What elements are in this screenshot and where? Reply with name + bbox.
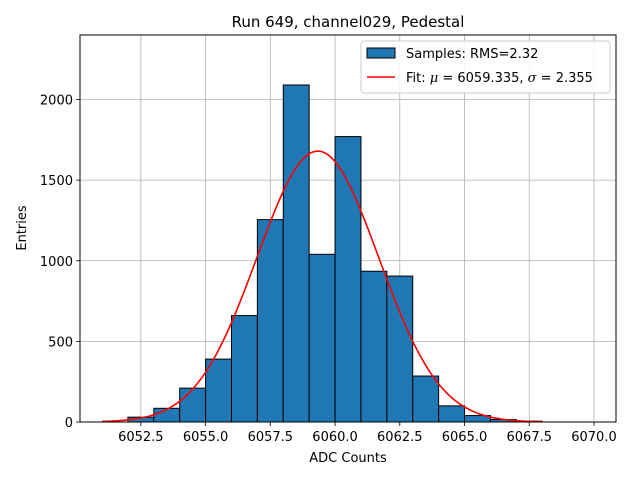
- histogram-bar: [334, 136, 362, 423]
- histogram-bar: [360, 270, 388, 423]
- y-tick-label: 0: [65, 416, 73, 431]
- y-tick-label: 1000: [40, 255, 73, 270]
- histogram-bar: [308, 253, 336, 423]
- x-tick-label: 6062.5: [377, 430, 423, 445]
- legend-box: [360, 40, 611, 94]
- histogram-bar: [282, 84, 310, 423]
- histogram-bar: [412, 375, 440, 423]
- y-tick-label: 2000: [40, 94, 73, 109]
- legend-mu-value: = 6059.335,: [438, 71, 527, 86]
- fit-curve: [101, 150, 543, 423]
- histogram-bar: [205, 358, 232, 423]
- legend-samples-label: Samples: RMS=2.32: [406, 47, 538, 62]
- legend-mu-symbol: μ: [430, 71, 438, 86]
- x-tick-label: 6060.0: [312, 430, 358, 445]
- y-axis-ticks: 0 500 1000 1500 2000: [40, 94, 80, 431]
- legend-fit-prefix: Fit:: [406, 71, 430, 86]
- legend: Samples: RMS=2.32 Fit: μ = 6059.335, σ =…: [360, 40, 611, 94]
- legend-fit-label: Fit: μ = 6059.335, σ = 2.355: [406, 71, 593, 86]
- histogram-bar: [179, 387, 207, 423]
- x-tick-label: 6070.0: [571, 430, 617, 445]
- x-tick-label: 6057.5: [248, 430, 294, 445]
- histogram-bar: [230, 315, 258, 423]
- legend-samples-swatch: [366, 47, 396, 59]
- y-axis-label: Entries: [15, 205, 30, 251]
- legend-sigma-value: = 2.355: [537, 71, 593, 86]
- x-axis-label: ADC Counts: [309, 451, 387, 466]
- histogram-bar: [438, 405, 466, 423]
- chart-title: Run 649, channel029, Pedestal: [232, 13, 465, 31]
- y-tick-label: 500: [48, 335, 73, 350]
- x-axis-ticks: 6052.5 6055.0 6057.5 6060.0 6062.5 6065.0 6067…: [118, 422, 617, 445]
- y-tick-label: 1500: [40, 174, 73, 189]
- x-tick-label: 6055.0: [183, 430, 229, 445]
- plot-frame: [79, 34, 617, 423]
- histogram-bar: [256, 219, 284, 423]
- x-tick-label: 6065.0: [442, 430, 488, 445]
- x-tick-label: 6067.5: [507, 430, 553, 445]
- histogram-bar: [153, 407, 181, 423]
- x-tick-label: 6052.5: [118, 430, 164, 445]
- histogram-bars: [127, 84, 543, 423]
- histogram-bar: [386, 275, 414, 423]
- legend-sigma-symbol: σ: [528, 71, 538, 86]
